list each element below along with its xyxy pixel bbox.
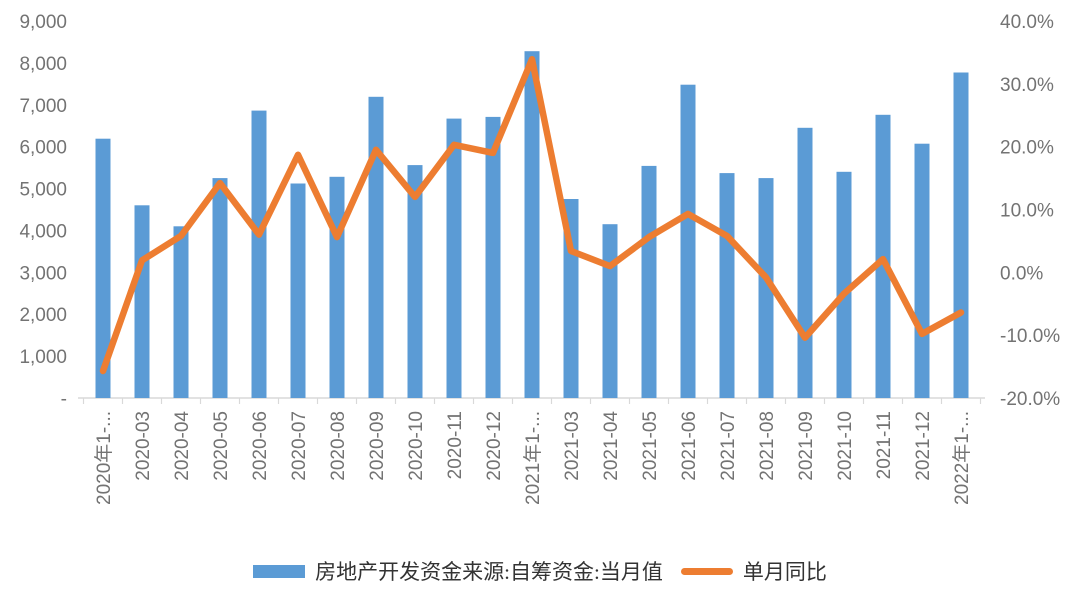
bar	[251, 110, 267, 398]
x-axis-label: 2020-08	[328, 411, 349, 481]
bar	[368, 96, 384, 399]
x-axis-label: 2020-06	[250, 411, 271, 481]
right-axis-tick-label: -20.0%	[1000, 389, 1060, 410]
x-axis-label: 2020-07	[289, 411, 310, 481]
x-axis-label: 2021-08	[757, 411, 778, 481]
bar	[914, 143, 930, 398]
right-axis-tick-label: 0.0%	[1000, 263, 1043, 284]
left-axis-tick-label: 5,000	[19, 180, 67, 201]
plot-svg: - 1,000 2,000 3,000 4,000 5,000 6,000 7,000 8,00…	[19, 12, 1060, 505]
bar	[329, 176, 345, 398]
bar	[641, 165, 657, 398]
left-axis-tick-label: 6,000	[19, 138, 67, 159]
x-axis-label: 2021-12	[913, 411, 934, 481]
bar	[407, 165, 423, 398]
legend-line-label: 单月同比	[742, 560, 827, 584]
legend-line-swatch	[680, 567, 733, 575]
bar	[290, 183, 306, 398]
x-axis-label: 2021-05	[640, 411, 661, 481]
x-axis-label: 2020-05	[211, 411, 232, 481]
bar	[953, 72, 969, 398]
left-axis-tick-label: -	[61, 389, 67, 410]
x-axis-label: 2021年1-...	[522, 411, 544, 505]
right-axis-tick-label: 30.0%	[1000, 75, 1054, 96]
x-axis-label: 2022年1-...	[951, 411, 973, 505]
bar	[95, 138, 111, 398]
x-axis-label: 2020-10	[406, 411, 427, 481]
right-axis-tick-label: 10.0%	[1000, 201, 1054, 222]
bar	[446, 118, 462, 398]
legend: 房地产开发资金来源:自筹资金:当月值 单月同比	[0, 556, 1080, 586]
x-axis-label: 2020年1-...	[93, 411, 115, 505]
bar	[836, 171, 852, 398]
yoy-line	[99, 56, 965, 375]
right-axis-tick-label: -10.0%	[1000, 326, 1060, 347]
right-axis-tick-label: 40.0%	[1000, 12, 1054, 33]
left-axis-tick-label: 2,000	[19, 305, 67, 326]
x-axis-label: 2021-04	[601, 411, 622, 481]
legend-bar-swatch	[253, 564, 306, 578]
x-axis-label: 2021-07	[718, 411, 739, 481]
left-axis-tick-label: 4,000	[19, 221, 67, 242]
bar	[719, 173, 735, 398]
bar	[602, 224, 618, 398]
bar	[797, 127, 813, 399]
bar	[134, 205, 150, 398]
left-axis-tick-label: 9,000	[19, 12, 67, 33]
x-axis-label: 2021-11	[874, 411, 895, 479]
x-axis-label: 2021-10	[835, 411, 856, 481]
bar	[680, 84, 696, 398]
left-axis-tick-label: 8,000	[19, 54, 67, 75]
x-axis-label: 2020-09	[367, 411, 388, 481]
bar	[524, 51, 540, 398]
x-axis-label: 2020-03	[133, 411, 154, 481]
bar	[758, 178, 774, 398]
left-axis-tick-label: 1,000	[19, 347, 67, 368]
x-axis-label: 2021-09	[796, 411, 817, 481]
left-axis-tick-label: 3,000	[19, 263, 67, 284]
x-axis-label: 2021-03	[562, 411, 583, 481]
bar	[173, 226, 189, 398]
x-axis-label: 2021-06	[679, 411, 700, 481]
legend-bar-label: 房地产开发资金来源:自筹资金:当月值	[315, 560, 663, 584]
x-axis-label: 2020-12	[484, 411, 505, 481]
right-axis-tick-label: 20.0%	[1000, 138, 1054, 159]
bar	[485, 116, 501, 399]
left-axis-tick-label: 7,000	[19, 96, 67, 117]
bar	[212, 178, 228, 398]
x-axis-label: 2020-11	[445, 411, 466, 479]
x-axis-label: 2020-04	[172, 411, 193, 481]
